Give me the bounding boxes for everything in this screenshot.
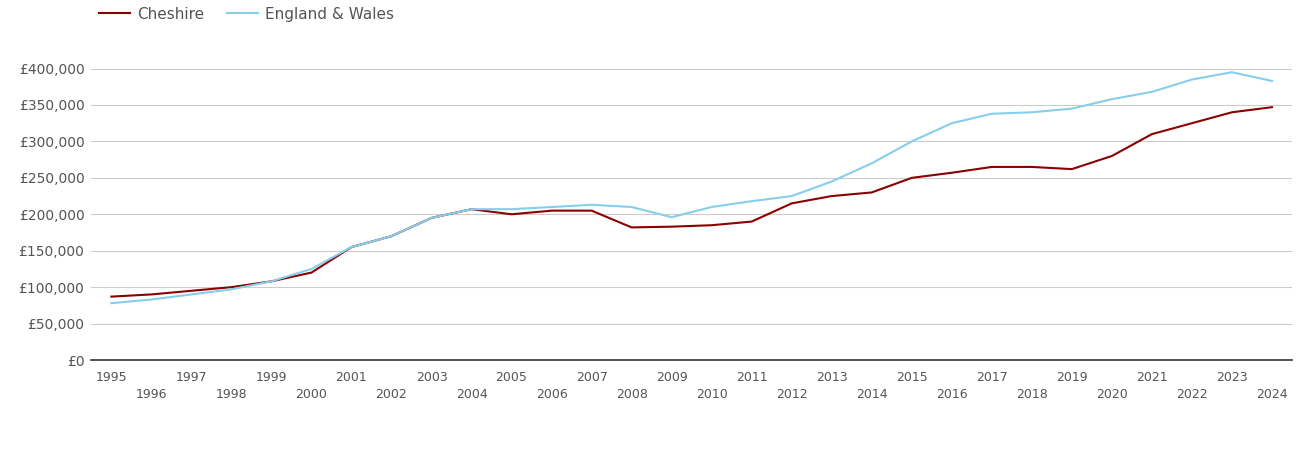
Text: 2007: 2007 — [576, 371, 608, 384]
Text: 2022: 2022 — [1176, 388, 1207, 401]
Text: 2014: 2014 — [856, 388, 887, 401]
Text: 2010: 2010 — [696, 388, 727, 401]
Text: 2013: 2013 — [816, 371, 847, 384]
Text: 2006: 2006 — [536, 388, 568, 401]
Text: 1996: 1996 — [136, 388, 167, 401]
Text: 2004: 2004 — [455, 388, 487, 401]
Text: 2016: 2016 — [936, 388, 967, 401]
Text: 2002: 2002 — [376, 388, 407, 401]
Text: 2017: 2017 — [976, 371, 1007, 384]
Text: 2023: 2023 — [1216, 371, 1248, 384]
Text: 1997: 1997 — [176, 371, 207, 384]
Text: 2001: 2001 — [335, 371, 367, 384]
Legend: Cheshire, England & Wales: Cheshire, England & Wales — [99, 7, 394, 22]
Text: 2005: 2005 — [496, 371, 527, 384]
Text: 2012: 2012 — [776, 388, 808, 401]
Text: 2018: 2018 — [1017, 388, 1048, 401]
Text: 2011: 2011 — [736, 371, 767, 384]
Text: 2021: 2021 — [1137, 371, 1168, 384]
Text: 1998: 1998 — [215, 388, 247, 401]
Text: 2003: 2003 — [416, 371, 448, 384]
Text: 2020: 2020 — [1096, 388, 1128, 401]
Text: 2024: 2024 — [1257, 388, 1288, 401]
Text: 2009: 2009 — [656, 371, 688, 384]
Text: 2015: 2015 — [897, 371, 928, 384]
Text: 2008: 2008 — [616, 388, 647, 401]
Text: 2000: 2000 — [295, 388, 328, 401]
Text: 2019: 2019 — [1056, 371, 1087, 384]
Text: 1995: 1995 — [95, 371, 127, 384]
Text: 1999: 1999 — [256, 371, 287, 384]
